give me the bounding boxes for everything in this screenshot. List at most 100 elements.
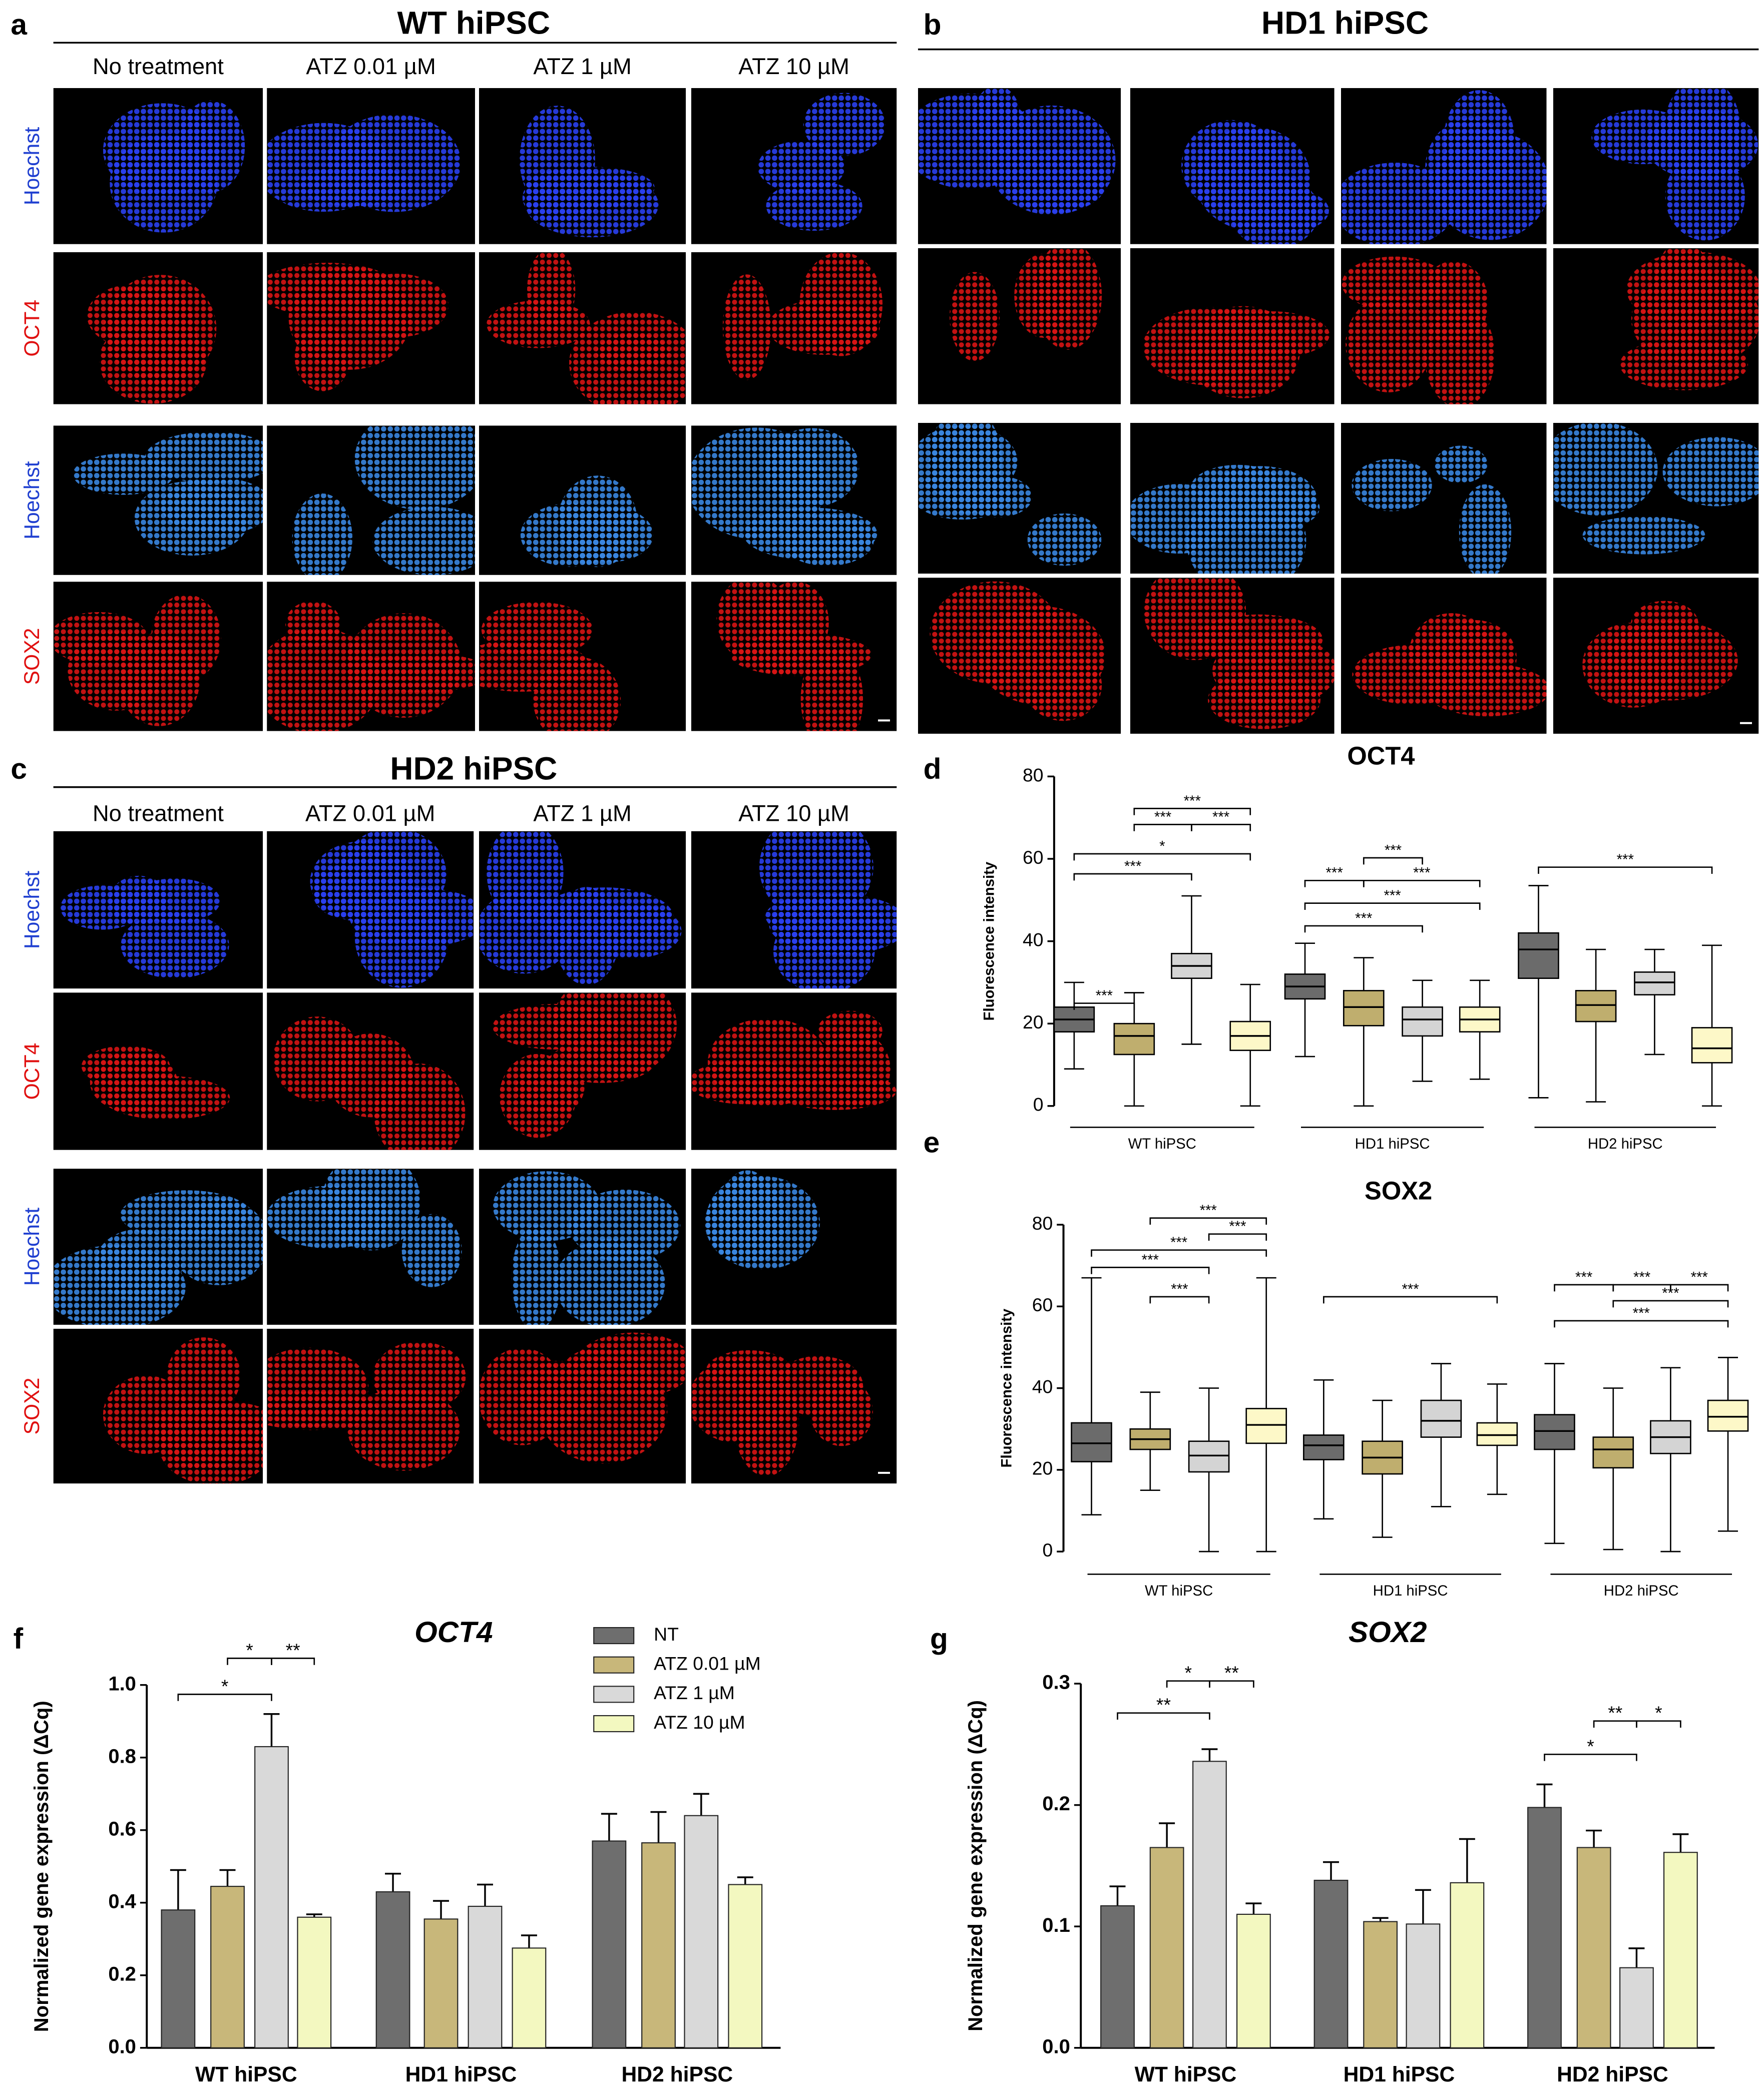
bar: [1192, 1761, 1227, 2048]
significance-bracket: [177, 1694, 272, 1701]
cell-colony: [169, 1198, 263, 1285]
micrograph: [691, 992, 897, 1150]
bar: [297, 1916, 332, 2048]
y-tick-label: 80: [1023, 764, 1044, 785]
box: [1402, 1006, 1443, 1037]
micrograph: [53, 831, 263, 989]
cell-colony: [730, 633, 871, 676]
x-tick-label: HD2 hiPSC: [621, 2062, 733, 2086]
cell-colony: [780, 514, 874, 566]
micrograph: [1130, 578, 1335, 734]
micrograph: [691, 1169, 897, 1325]
micrograph: [479, 1169, 686, 1325]
cell-colony: [757, 141, 845, 193]
chart-title: SOX2: [1365, 1176, 1432, 1205]
cell-colony: [129, 878, 221, 923]
significance-label: ***: [1617, 851, 1634, 868]
cell-colony: [1005, 149, 1107, 213]
significance-label: ***: [1691, 1269, 1708, 1285]
bar: [592, 1840, 627, 2048]
y-tick-label: 80: [1032, 1213, 1053, 1234]
cell-colony: [950, 272, 1000, 361]
row-label: Hoechst: [20, 871, 44, 949]
bar: [161, 1909, 196, 2048]
y-tick-label: 0.0: [1042, 2035, 1070, 2057]
cell-colony: [1424, 303, 1495, 404]
cell-colony: [145, 431, 263, 483]
cell-colony: [53, 612, 148, 665]
legend-label: ATZ 0.01 µM: [654, 1653, 761, 1674]
micrograph: [918, 578, 1121, 734]
y-tick-label: 0.4: [108, 1890, 136, 1912]
significance-bracket: [1209, 1680, 1254, 1688]
y-axis-label: Normalized gene expression (ΔCq): [965, 1700, 987, 2031]
y-axis-label: Fluorescence intensity: [998, 1308, 1015, 1467]
micrograph: [479, 1328, 686, 1484]
significance-label: **: [1156, 1694, 1171, 1715]
significance-bracket: [271, 1658, 315, 1665]
cell-colony: [1190, 464, 1285, 511]
cell-colony: [511, 1225, 562, 1325]
column-label: ATZ 1 µM: [533, 54, 631, 79]
y-tick-label: 0.1: [1042, 1914, 1070, 1936]
cell-colony: [1144, 578, 1246, 660]
y-tick-label: 0.8: [108, 1745, 136, 1767]
micrograph: [1341, 88, 1547, 244]
micrograph: [267, 1169, 474, 1325]
significance-bracket: [1073, 873, 1192, 881]
cell-colony: [322, 1169, 421, 1251]
cell-colony: [479, 890, 572, 974]
row-label: Hoechst: [20, 461, 44, 540]
bar: [1236, 1913, 1271, 2048]
micrograph: [1553, 88, 1759, 244]
box: [1113, 1022, 1155, 1056]
box: [1592, 1436, 1634, 1469]
bar: [210, 1886, 245, 2048]
cell-colony: [1352, 645, 1473, 705]
cell-colony: [345, 613, 462, 718]
micrograph: [479, 831, 686, 989]
micrograph: [479, 992, 686, 1150]
y-tick-label: 60: [1023, 847, 1044, 868]
cell-colony: [1242, 659, 1295, 714]
cell-colony: [1186, 306, 1300, 398]
micrograph: [267, 88, 475, 244]
micrograph: [1341, 578, 1547, 734]
row-label: OCT4: [20, 300, 44, 357]
row-label: Hoechst: [20, 1208, 44, 1286]
cell-colony: [294, 323, 350, 391]
box: [1534, 1414, 1575, 1450]
bar: [1406, 1923, 1441, 2048]
significance-bracket: [1304, 879, 1365, 887]
x-tick-label: HD2 hiPSC: [1588, 1136, 1663, 1152]
micrograph: [267, 992, 474, 1150]
significance-bracket: [1670, 1284, 1729, 1292]
micrograph: [691, 425, 897, 575]
cell-colony: [1582, 516, 1705, 555]
cell-colony: [774, 1356, 863, 1416]
y-axis-label: Fluorescence intensity: [981, 861, 998, 1020]
box: [1634, 971, 1675, 995]
significance-label: *: [1159, 838, 1165, 854]
significance-bracket: [1191, 824, 1251, 831]
cell-colony: [267, 263, 398, 317]
x-tick-label: HD2 hiPSC: [1604, 1583, 1679, 1599]
y-tick-label: 40: [1032, 1376, 1053, 1397]
significance-bracket: [1133, 824, 1192, 831]
box: [1691, 1027, 1733, 1064]
micrograph: [479, 425, 686, 575]
cell-colony: [705, 1176, 820, 1270]
significance-bracket: [1636, 1720, 1681, 1728]
micrograph: [53, 252, 263, 404]
micrograph: [691, 1328, 897, 1484]
y-tick-label: 0: [1042, 1539, 1053, 1560]
significance-bracket: [1612, 1300, 1729, 1308]
panel-letter: f: [14, 1623, 24, 1655]
micrograph: [53, 425, 263, 575]
significance-label: **: [1608, 1702, 1622, 1723]
x-tick-label: WT hiPSC: [1128, 1136, 1196, 1152]
panel-letter: a: [11, 9, 27, 41]
bar: [1663, 1852, 1698, 2048]
cell-colony: [1346, 296, 1432, 392]
